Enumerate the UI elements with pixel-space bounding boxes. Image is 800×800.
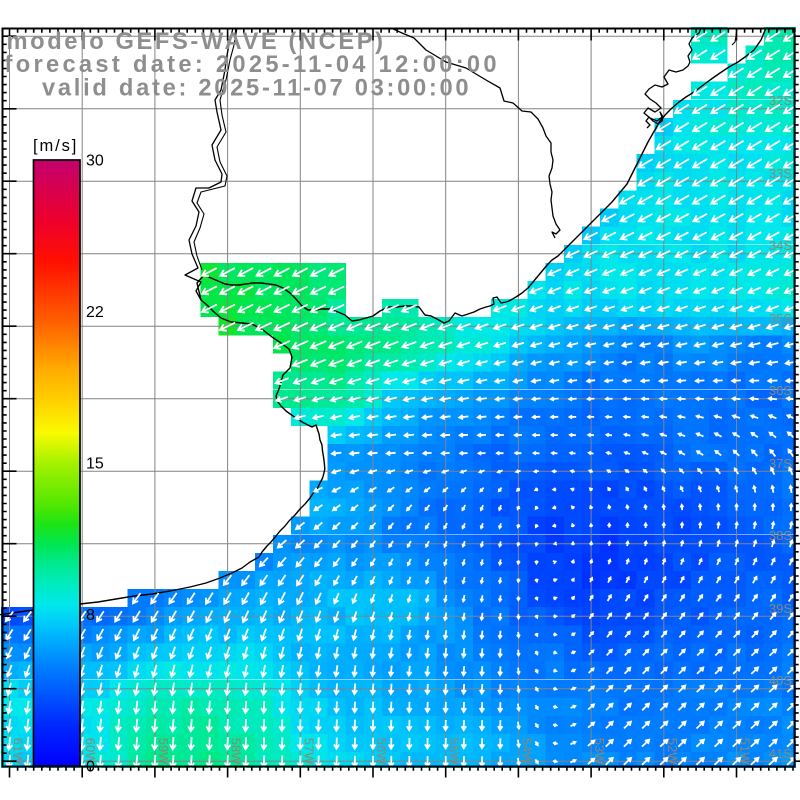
svg-text:22: 22 (86, 304, 104, 321)
svg-text:57W: 57W (301, 738, 316, 765)
svg-text:52W: 52W (665, 738, 680, 765)
svg-text:33S: 33S (769, 166, 792, 181)
svg-text:valid date: 2025-11-07 03:00:0: valid date: 2025-11-07 03:00:00 (42, 76, 471, 102)
svg-text:56W: 56W (374, 738, 389, 765)
svg-text:8: 8 (86, 607, 95, 624)
svg-text:0: 0 (86, 759, 95, 776)
svg-text:34S: 34S (769, 238, 792, 253)
svg-text:51W: 51W (738, 738, 753, 765)
svg-text:41S: 41S (769, 746, 792, 761)
svg-text:32S: 32S (769, 93, 792, 108)
svg-text:31S: 31S (769, 18, 792, 33)
svg-text:38S: 38S (769, 528, 792, 543)
svg-text:36S: 36S (769, 383, 792, 398)
svg-text:60W: 60W (83, 738, 98, 765)
svg-text:59W: 59W (156, 738, 171, 765)
svg-text:55W: 55W (447, 738, 462, 765)
svg-text:61W: 61W (11, 738, 26, 765)
svg-text:15: 15 (86, 456, 104, 473)
svg-text:30: 30 (86, 153, 104, 170)
svg-text:58W: 58W (229, 738, 244, 765)
svg-text:modelo GEFS-WAVE (NCEP): modelo GEFS-WAVE (NCEP) (7, 29, 386, 55)
svg-text:35S: 35S (769, 311, 792, 326)
svg-text:39S: 39S (769, 601, 792, 616)
svg-text:37S: 37S (769, 456, 792, 471)
svg-text:forecast date: 2025-11-04 12:0: forecast date: 2025-11-04 12:00:00 (5, 52, 500, 78)
svg-text:53W: 53W (592, 738, 607, 765)
svg-text:54W: 54W (519, 738, 534, 765)
svg-text:40S: 40S (769, 673, 792, 688)
svg-text:[m/s]: [m/s] (33, 137, 78, 155)
